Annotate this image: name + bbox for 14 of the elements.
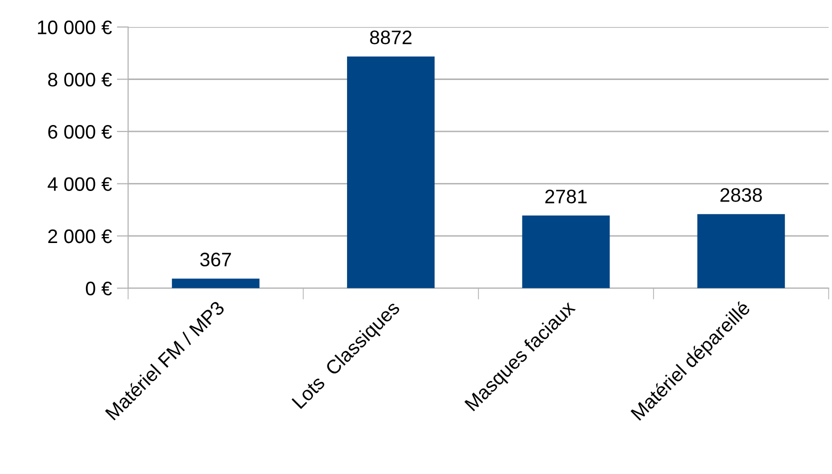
y-tick-label: 4 000 € xyxy=(48,177,112,191)
data-label: 367 xyxy=(200,252,231,266)
y-tick-label: 8 000 € xyxy=(48,72,112,86)
data-label: 2781 xyxy=(545,190,587,204)
bar xyxy=(172,278,260,288)
bar xyxy=(697,214,785,288)
y-tick-label: 0 € xyxy=(86,282,112,296)
y-tick-label: 2 000 € xyxy=(48,229,112,244)
data-label: 8872 xyxy=(370,30,412,44)
y-tick-label: 6 000 € xyxy=(48,124,112,139)
y-tick-label: 10 000 € xyxy=(38,20,112,34)
data-label: 2838 xyxy=(720,188,762,202)
bar xyxy=(347,56,435,288)
bar xyxy=(522,216,610,288)
